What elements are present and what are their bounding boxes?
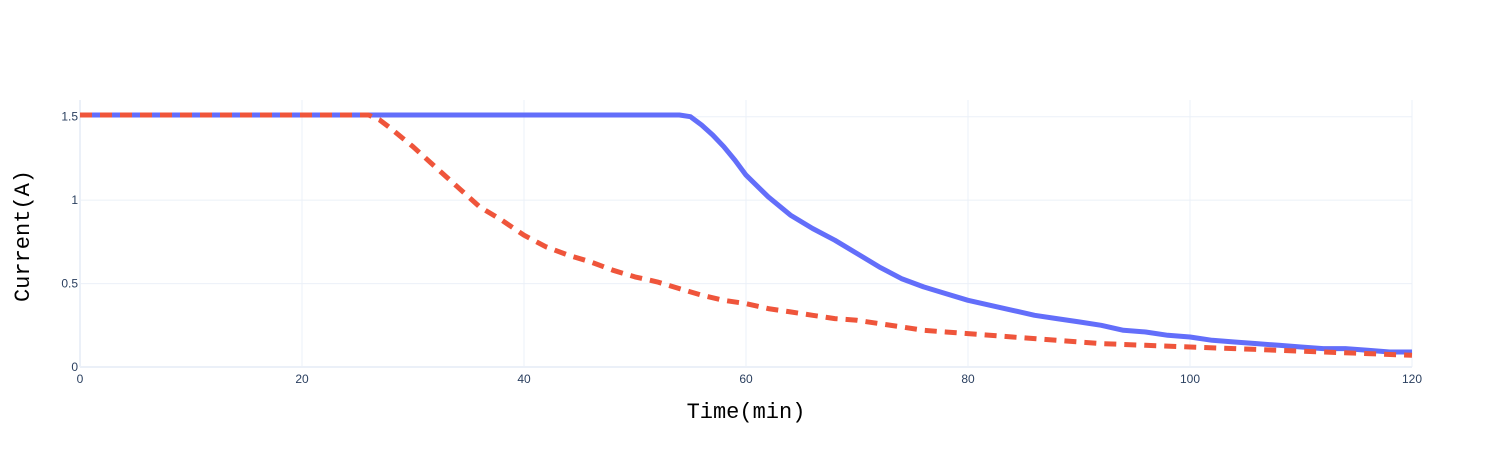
- x-tick-label: 100: [1180, 372, 1200, 386]
- x-tick-label: 120: [1402, 372, 1422, 386]
- x-tick-label: 60: [739, 372, 753, 386]
- series-line-2: [80, 112, 1413, 358]
- y-tick-label: 0: [71, 360, 78, 374]
- x-axis-ticks: 0 20 40 60 80 100 120: [77, 372, 1423, 386]
- y-tick-label: 0.5: [61, 277, 78, 291]
- series-line-1: [80, 112, 1412, 355]
- y-tick-label: 1: [71, 193, 78, 207]
- y-axis-ticks: 0 0.5 1 1.5: [61, 110, 78, 374]
- x-axis-title: Time(min): [687, 400, 806, 425]
- x-tick-label: 20: [295, 372, 309, 386]
- x-tick-label: 0: [77, 372, 84, 386]
- x-tick-label: 40: [517, 372, 531, 386]
- series-layer: [80, 112, 1413, 358]
- y-tick-label: 1.5: [61, 110, 78, 124]
- x-tick-label: 80: [961, 372, 975, 386]
- y-axis-title: Current(A): [11, 170, 36, 302]
